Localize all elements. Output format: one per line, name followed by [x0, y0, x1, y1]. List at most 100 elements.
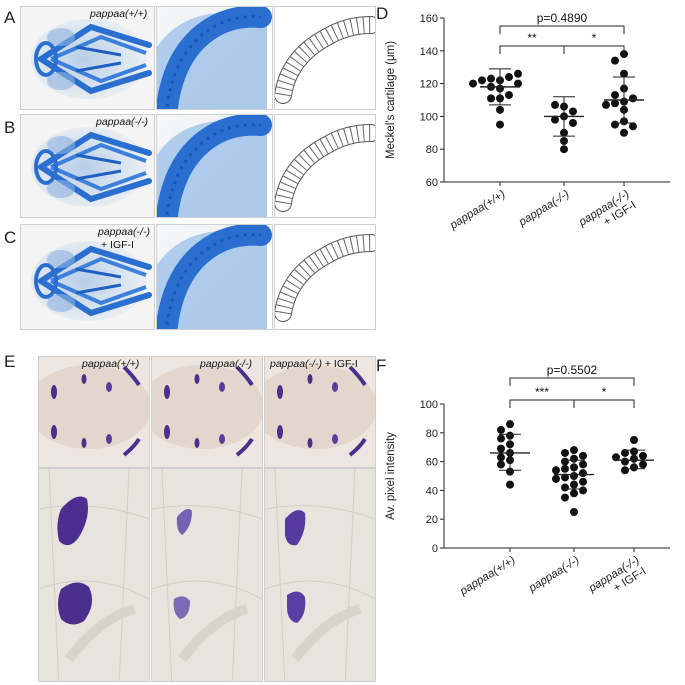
ish-head-image-igf [264, 356, 376, 468]
data-point [497, 460, 505, 469]
data-point [569, 107, 577, 116]
x-category-label: pappaa(+/+) [457, 554, 517, 598]
data-point [639, 460, 647, 469]
data-point [560, 145, 568, 154]
data-point [579, 469, 587, 478]
ish-closeup-image-wt [38, 468, 150, 682]
y-tick-label: 20 [426, 514, 438, 526]
significance-label: p=0.5502 [547, 363, 598, 377]
y-tick-label: 80 [426, 428, 438, 440]
y-tick-label: 80 [426, 144, 438, 156]
chart-d-meckel-cartilage: 60 80 100 120 140 160 Meckel's cartilage (μm) p… [385, 11, 670, 240]
data-point [639, 451, 647, 460]
x-category-label-line: pappaa(-/-) [516, 188, 572, 229]
x-category-label: pappaa(-/-) [526, 554, 582, 595]
cell-tracing-a [274, 6, 376, 110]
y-tick-label: 120 [420, 79, 438, 91]
data-point [620, 50, 628, 59]
significance-bracket [499, 45, 565, 54]
cell-tracing-b [274, 114, 376, 218]
data-point [579, 477, 587, 486]
data-point [620, 128, 628, 137]
data-point [629, 122, 637, 131]
x-category-label: pappaa(+/+) [447, 188, 507, 232]
data-point [570, 508, 578, 516]
meckel-closeup-image-b [156, 114, 273, 218]
significance-label: ** [527, 31, 537, 45]
genotype-label-a: pappaa(+/+) [90, 8, 148, 20]
treatment-label-c: + IGF-I [101, 239, 134, 251]
data-point [552, 474, 560, 483]
significance-bracket [573, 399, 635, 408]
y-axis-label: Meckel's cartilage (μm) [385, 41, 397, 159]
data-point [497, 444, 505, 453]
y-tick-label: 140 [420, 46, 438, 58]
data-point [611, 56, 619, 65]
data-point [561, 493, 569, 502]
data-point [505, 73, 513, 82]
significance-bracket [509, 377, 635, 386]
data-point [561, 464, 569, 473]
data-point [560, 137, 568, 145]
data-point [561, 457, 569, 466]
data-point [551, 115, 559, 124]
data-point [621, 448, 629, 457]
data-point [478, 76, 486, 85]
x-category-label-line: pappaa(-/-) [526, 554, 582, 595]
cranial-cartilage-image-b [20, 114, 155, 218]
data-point [551, 100, 559, 109]
data-point [497, 434, 505, 443]
data-point [506, 467, 514, 476]
genotype-label-c: pappaa(-/-) [98, 226, 150, 238]
data-point [621, 457, 629, 466]
data-point [629, 94, 637, 103]
data-point [497, 425, 505, 434]
y-tick-label: 160 [420, 13, 438, 25]
data-point [602, 100, 610, 109]
e-label-igf: pappaa(-/-) + IGF-I [270, 358, 358, 370]
panel-letter-a: A [4, 8, 16, 27]
panel-letter-b: B [4, 118, 16, 137]
y-tick-label: 0 [432, 543, 438, 555]
data-point [496, 105, 504, 114]
y-tick-label: 60 [426, 177, 438, 189]
data-point [579, 486, 587, 495]
data-point [611, 120, 619, 129]
data-point [579, 460, 587, 469]
data-point [621, 466, 629, 475]
y-tick-label: 60 [426, 457, 438, 469]
data-point [611, 91, 619, 100]
data-point [514, 69, 522, 78]
data-point [561, 483, 569, 492]
x-category-label: pappaa(-/-)+ IGF-I [586, 554, 648, 602]
data-point [552, 466, 560, 475]
data-point [570, 446, 578, 455]
panel-letter-e: E [4, 352, 16, 371]
meckel-closeup-image-c [156, 224, 273, 330]
data-point [570, 454, 578, 463]
data-point [506, 480, 514, 489]
ish-closeup-image-mut [151, 468, 263, 682]
x-category-label-line: pappaa(+/+) [447, 188, 507, 232]
data-point [630, 436, 638, 444]
y-axis-label: Av. pixel intensity [385, 432, 397, 520]
data-point [497, 453, 505, 462]
panel-letter-d: D [376, 4, 389, 23]
cranial-cartilage-image-c [20, 224, 155, 330]
ish-closeup-image-igf [264, 468, 376, 682]
data-point [487, 74, 495, 83]
data-point [611, 99, 619, 108]
data-point [506, 420, 514, 429]
significance-label: * [602, 385, 607, 399]
x-category-label: pappaa(-/-) [516, 188, 572, 229]
y-tick-label: 100 [420, 399, 438, 411]
e-label-mut: pappaa(-/-) [200, 358, 252, 370]
data-point [469, 79, 477, 88]
cell-tracing-c [274, 224, 376, 330]
significance-label: p=0.4890 [537, 11, 588, 25]
x-category-label: pappaa(-/-)+ IGF-I [576, 188, 638, 240]
panel-letter-c: C [4, 228, 17, 247]
x-category-label-line: pappaa(+/+) [457, 554, 517, 598]
y-tick-label: 40 [426, 485, 438, 497]
data-point [620, 69, 628, 78]
